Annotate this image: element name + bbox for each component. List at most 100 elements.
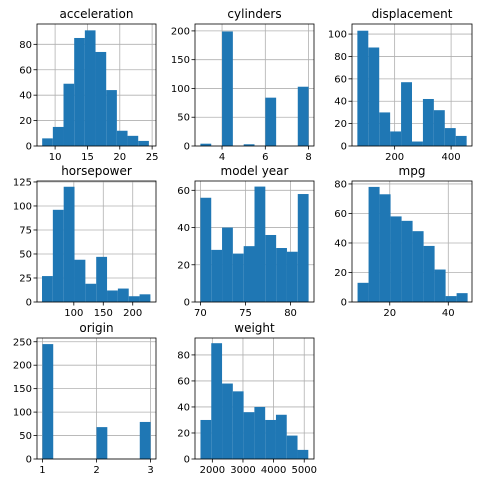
histogram-bar xyxy=(107,290,118,302)
y-tick-label: 80 xyxy=(334,52,347,63)
x-tick-label: 3 xyxy=(147,465,153,476)
y-tick-label: 60 xyxy=(177,376,190,387)
histogram-bar xyxy=(390,131,402,146)
histogram-bar xyxy=(128,296,140,302)
histogram-bar xyxy=(401,220,413,302)
histogram-bar xyxy=(200,419,212,459)
y-tick-label: 50 xyxy=(19,431,32,442)
histogram-bar xyxy=(412,231,424,302)
x-tick-label: 5000 xyxy=(292,465,317,476)
x-tick-label: 3000 xyxy=(230,465,255,476)
histogram-bar xyxy=(138,140,149,146)
y-tick-label: 20 xyxy=(177,260,190,271)
histogram-bar xyxy=(243,412,255,459)
y-tick-label: 80 xyxy=(177,350,190,361)
y-tick-label: 60 xyxy=(334,74,347,85)
x-tick-label: 150 xyxy=(94,308,113,319)
histogram-bar xyxy=(254,186,266,302)
histogram-bar xyxy=(433,110,445,146)
subplot-title: acceleration xyxy=(60,7,134,21)
axes-frame xyxy=(194,337,315,460)
x-tick-label: 80 xyxy=(284,308,297,319)
subplot-origin: 1 2 3 0 50 100 150 200 250 origin xyxy=(13,321,157,476)
histogram-bar xyxy=(276,248,287,302)
axes-frame xyxy=(194,23,315,147)
x-tick-label: 400 xyxy=(442,152,461,163)
histogram-bar xyxy=(117,288,129,302)
y-tick-label: 0 xyxy=(26,455,32,466)
histogram-bar xyxy=(232,391,244,459)
y-tick-label: 200 xyxy=(13,361,32,372)
histogram-bar xyxy=(390,216,402,302)
y-tick-label: 0 xyxy=(26,298,32,309)
y-tick-label: 60 xyxy=(177,186,190,197)
histogram-bar xyxy=(232,253,244,302)
histogram-bar xyxy=(139,421,151,459)
histogram-bar xyxy=(243,144,255,146)
subplot-title: weight xyxy=(234,321,275,335)
y-tick-label: 20 xyxy=(334,119,347,130)
histogram-bar xyxy=(265,234,277,302)
y-tick-label: 40 xyxy=(334,97,347,108)
subplot-horsepower: 100 150 200 0 25 50 75 100 125 horsepower xyxy=(13,164,157,319)
subplot-mpg: 20 40 0 20 40 60 80 mpg xyxy=(334,164,473,319)
histogram-bar xyxy=(74,37,85,146)
histogram-bar xyxy=(96,256,108,302)
x-tick-label: 4 xyxy=(219,152,225,163)
histogram-bar xyxy=(265,97,277,146)
subplot-weight: 2000 3000 4000 5000 0 20 40 60 80 weight xyxy=(177,321,317,476)
x-tick-label: 6 xyxy=(262,152,268,163)
y-tick-label: 40 xyxy=(19,91,32,102)
y-tick-label: 0 xyxy=(184,298,190,309)
subplot-title: cylinders xyxy=(227,7,281,21)
histogram-bar xyxy=(106,90,117,146)
histogram-bar xyxy=(297,449,309,459)
y-tick-label: 60 xyxy=(334,209,347,220)
y-tick-label: 50 xyxy=(177,113,190,124)
x-tick-label: 20 xyxy=(383,308,396,319)
histogram-bar xyxy=(357,30,369,146)
axes-frame xyxy=(194,180,315,303)
histogram-bar xyxy=(423,245,435,302)
x-tick-label: 15 xyxy=(81,152,94,163)
histogram-bar xyxy=(456,293,468,302)
subplot-cylinders: 4 6 8 0 50 100 150 200 cylinders xyxy=(171,7,315,163)
y-tick-label: 75 xyxy=(19,225,32,236)
y-tick-label: 150 xyxy=(171,55,190,66)
y-tick-label: 20 xyxy=(177,428,190,439)
histogram-bar xyxy=(357,282,369,302)
histogram-bar xyxy=(275,414,287,459)
axes-frame xyxy=(351,180,473,303)
histogram-bar xyxy=(63,186,75,302)
y-tick-label: 40 xyxy=(177,402,190,413)
x-tick-label: 200 xyxy=(385,152,404,163)
x-tick-label: 2000 xyxy=(200,465,225,476)
histogram-bar xyxy=(286,435,298,459)
histogram-bar xyxy=(42,138,53,146)
y-tick-label: 100 xyxy=(328,30,347,41)
histogram-bar xyxy=(444,128,456,146)
histogram-bar xyxy=(200,143,212,146)
histogram-bar xyxy=(286,251,298,302)
histogram-bar xyxy=(200,197,212,302)
x-tick-label: 75 xyxy=(239,308,252,319)
y-tick-label: 40 xyxy=(177,223,190,234)
axes-frame xyxy=(36,23,157,147)
histogram-bar xyxy=(265,419,276,459)
histogram-bar xyxy=(127,135,139,146)
y-tick-label: 250 xyxy=(13,337,32,348)
histogram-bar xyxy=(211,343,223,459)
histogram-bar xyxy=(222,31,233,146)
histogram-bar xyxy=(222,227,233,302)
y-tick-label: 80 xyxy=(19,40,32,51)
y-tick-label: 100 xyxy=(171,84,190,95)
histogram-bar xyxy=(254,406,266,459)
subplot-model-year: 70 75 80 0 20 40 60 model year xyxy=(177,164,315,319)
x-tick-label: 2 xyxy=(93,465,99,476)
subplot-title: horsepower xyxy=(61,164,132,178)
histogram-bar xyxy=(116,130,128,146)
histogram-bar xyxy=(84,30,96,147)
histogram-bar xyxy=(222,383,233,459)
histogram-bar xyxy=(52,209,64,302)
